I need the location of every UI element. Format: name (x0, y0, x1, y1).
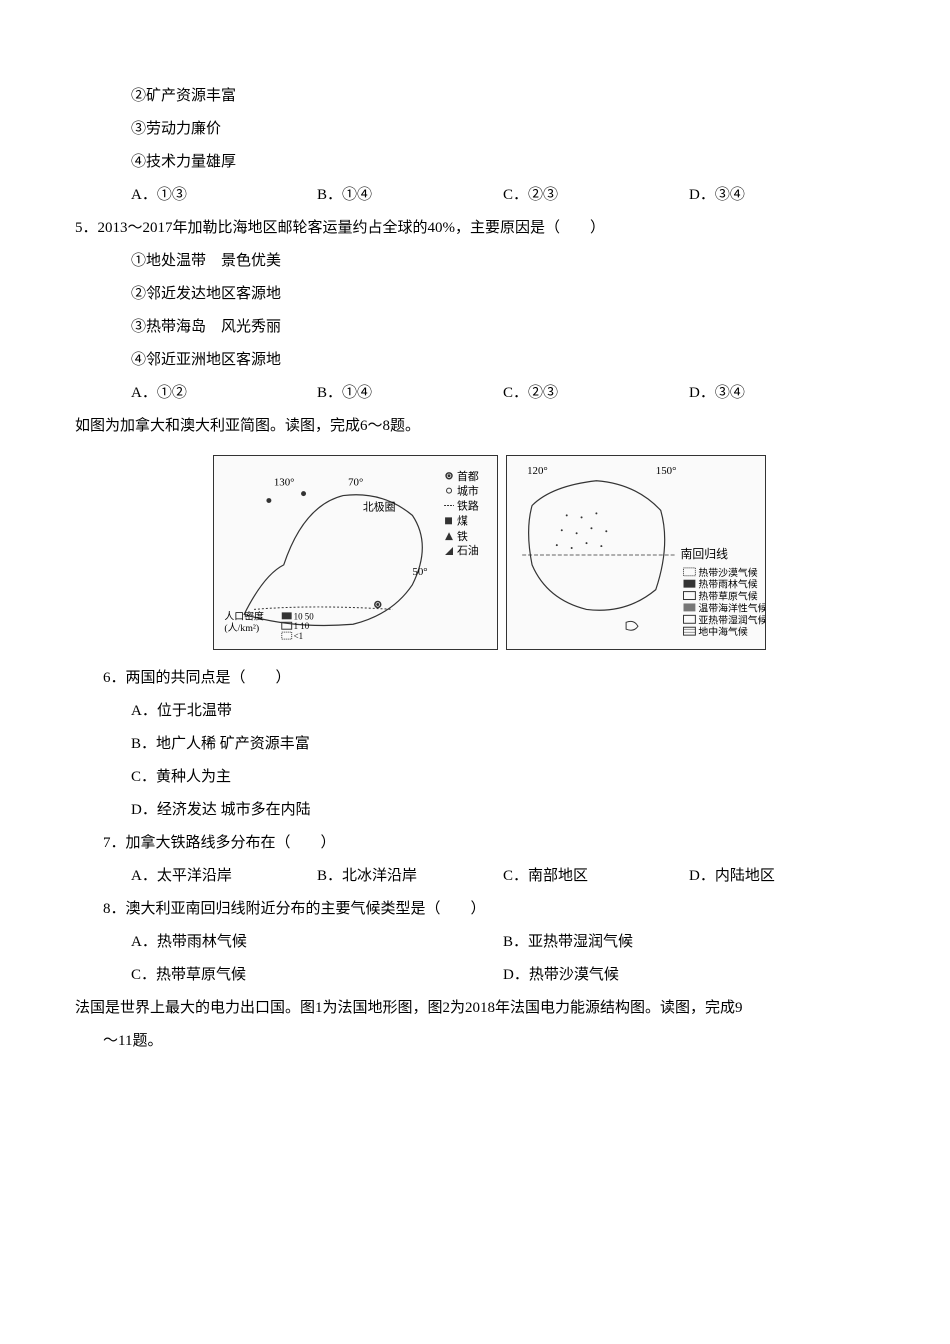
lon-120: 120° (527, 465, 548, 477)
svg-text:1 10: 1 10 (293, 621, 309, 631)
q5-stem: 5．2013～2017年加勒比海地区邮轮客运量约占全球的40%，主要原因是（ ） (75, 212, 875, 245)
q5-option-b: B．①④ (317, 377, 503, 410)
svg-text:石油: 石油 (456, 543, 478, 557)
q5-item-3: ③热带海岛 风光秀丽 (75, 311, 875, 344)
q8-option-d: D．热带沙漠气候 (503, 959, 875, 992)
svg-text:地中海气候: 地中海气候 (698, 625, 748, 638)
q8-option-a: A．热带雨林气候 (131, 926, 503, 959)
pretext-2: ②矿产资源丰富 (75, 80, 875, 113)
svg-text:煤: 煤 (456, 514, 467, 527)
q7-option-d: D．内陆地区 (689, 860, 875, 893)
q7-option-b: B．北冰洋沿岸 (317, 860, 503, 893)
q6-option-b: B．地广人稀 矿产资源丰富 (75, 728, 875, 761)
lon-130: 130° (273, 477, 294, 489)
q6-option-d: D．经济发达 城市多在内陆 (75, 794, 875, 827)
q6-stem: 6．两国的共同点是（ ） (75, 662, 875, 695)
lat-50: 50° (412, 566, 427, 578)
svg-text:首都: 首都 (456, 470, 478, 483)
svg-text:<1: <1 (293, 631, 302, 641)
q8-options-1: A．热带雨林气候 B．亚热带湿润气候 (75, 926, 875, 959)
q8-option-b: B．亚热带湿润气候 (503, 926, 875, 959)
q8-option-c: C．热带草原气候 (131, 959, 503, 992)
intro-9-11-b: ～11题。 (75, 1025, 875, 1058)
arctic-circle-label: 北极圈 (362, 499, 395, 513)
q7-stem: 7．加拿大铁路线多分布在（ ） (75, 827, 875, 860)
figure-australia: 120° 150° 南回归线 热带沙漠气候 热带雨林气候 热带草原气候 温带海洋… (506, 455, 766, 650)
q5-option-a: A．①② (131, 377, 317, 410)
q6-option-a: A．位于北温带 (75, 695, 875, 728)
svg-text:温带海洋性气候: 温带海洋性气候 (698, 601, 765, 614)
q5-option-d: D．③④ (689, 377, 875, 410)
q6-option-c: C．黄种人为主 (75, 761, 875, 794)
figure-canada: 130° 70° 50° 北极圈 人口密度 (人/km²) 10 50 1 10… (213, 455, 498, 650)
q7-option-a: A．太平洋沿岸 (131, 860, 317, 893)
density-label: 人口密度 (224, 609, 264, 622)
svg-text:热带沙漠气候: 热带沙漠气候 (698, 566, 757, 579)
q5-item-4: ④邻近亚洲地区客源地 (75, 344, 875, 377)
svg-text:铁: 铁 (456, 530, 467, 543)
tropic-label: 南回归线 (680, 547, 728, 561)
svg-text:热带雨林气候: 热带雨林气候 (698, 578, 757, 591)
intro-9-11-a: 法国是世界上最大的电力出口国。图1为法国地形图，图2为2018年法国电力能源结构… (75, 992, 875, 1025)
q5-item-2: ②邻近发达地区客源地 (75, 278, 875, 311)
q4-option-a: A．①③ (131, 179, 317, 212)
canada-map-svg: 130° 70° 50° 北极圈 人口密度 (人/km²) 10 50 1 10… (214, 456, 497, 649)
lon-150: 150° (655, 465, 676, 477)
pretext-3: ③劳动力廉价 (75, 113, 875, 146)
q4-option-d: D．③④ (689, 179, 875, 212)
q7-options: A．太平洋沿岸 B．北冰洋沿岸 C．南部地区 D．内陆地区 (75, 860, 875, 893)
svg-text:热带草原气候: 热带草原气候 (698, 590, 757, 603)
density-unit: (人/km²) (224, 622, 259, 634)
q5-option-c: C．②③ (503, 377, 689, 410)
q4-option-b: B．①④ (317, 179, 503, 212)
intro-6-8: 如图为加拿大和澳大利亚简图。读图，完成6～8题。 (75, 410, 875, 443)
svg-text:亚热带湿润气候: 亚热带湿润气候 (698, 613, 765, 626)
q8-options-2: C．热带草原气候 D．热带沙漠气候 (75, 959, 875, 992)
svg-text:10 50: 10 50 (293, 611, 314, 621)
lon-70: 70° (348, 477, 363, 489)
australia-map-svg: 120° 150° 南回归线 热带沙漠气候 热带雨林气候 热带草原气候 温带海洋… (507, 456, 765, 649)
q4-options: A．①③ B．①④ C．②③ D．③④ (75, 179, 875, 212)
svg-text:铁路: 铁路 (456, 499, 478, 512)
q8-stem: 8．澳大利亚南回归线附近分布的主要气候类型是（ ） (75, 893, 875, 926)
q7-option-c: C．南部地区 (503, 860, 689, 893)
figure-row: 130° 70° 50° 北极圈 人口密度 (人/km²) 10 50 1 10… (75, 455, 875, 650)
q5-options: A．①② B．①④ C．②③ D．③④ (75, 377, 875, 410)
q4-option-c: C．②③ (503, 179, 689, 212)
svg-text:城市: 城市 (456, 484, 478, 498)
q5-item-1: ①地处温带 景色优美 (75, 245, 875, 278)
pretext-4: ④技术力量雄厚 (75, 146, 875, 179)
